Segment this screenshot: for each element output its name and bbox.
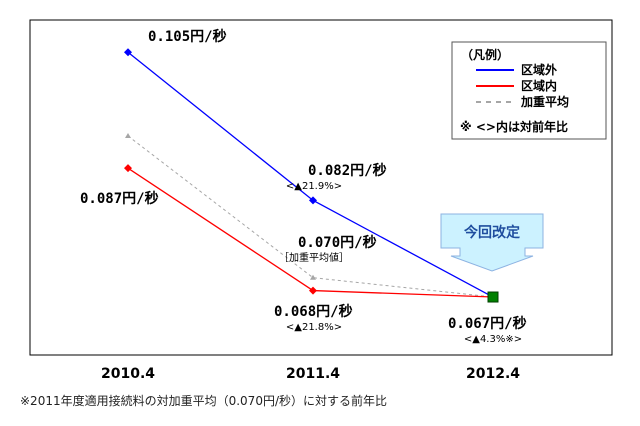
legend-title: （凡例）	[461, 47, 509, 62]
footnote: ※2011年度適用接続料の対加重平均（0.070円/秒）に対する前年比	[20, 394, 387, 408]
data-point	[309, 196, 317, 205]
legend-note: ※ <>内は対前年比	[460, 119, 568, 134]
x-tick-label: 2010.4	[101, 366, 155, 382]
data-label-sub: <▲21.8%>	[286, 322, 342, 333]
data-label-sub: <▲21.9%>	[286, 181, 342, 192]
final-data-point	[487, 291, 499, 303]
data-point	[124, 164, 132, 173]
data-label-sub: <▲4.3%※>	[464, 334, 522, 345]
legend-entry: 加重平均	[520, 94, 569, 109]
x-tick-label: 2012.4	[466, 366, 520, 382]
data-label: 0.068円/秒	[274, 303, 353, 320]
legend-box	[451, 41, 607, 140]
data-label: 0.105円/秒	[148, 28, 227, 45]
legend-entry: 区域外	[521, 62, 557, 77]
data-label: 0.082円/秒	[308, 162, 387, 179]
data-label: 0.087円/秒	[80, 190, 159, 207]
data-label-sub: ［加重平均値］	[279, 251, 349, 264]
callout-arrow	[440, 213, 544, 272]
data-point	[309, 286, 317, 295]
x-tick-label: 2011.4	[286, 366, 340, 382]
data-label: 0.070円/秒	[298, 234, 377, 251]
data-label: 0.067円/秒	[448, 315, 527, 332]
legend-entry: 区域内	[521, 78, 557, 93]
data-point	[124, 48, 132, 57]
data-point	[310, 274, 316, 280]
callout-label: 今回改定	[463, 224, 520, 241]
data-point	[125, 132, 131, 138]
